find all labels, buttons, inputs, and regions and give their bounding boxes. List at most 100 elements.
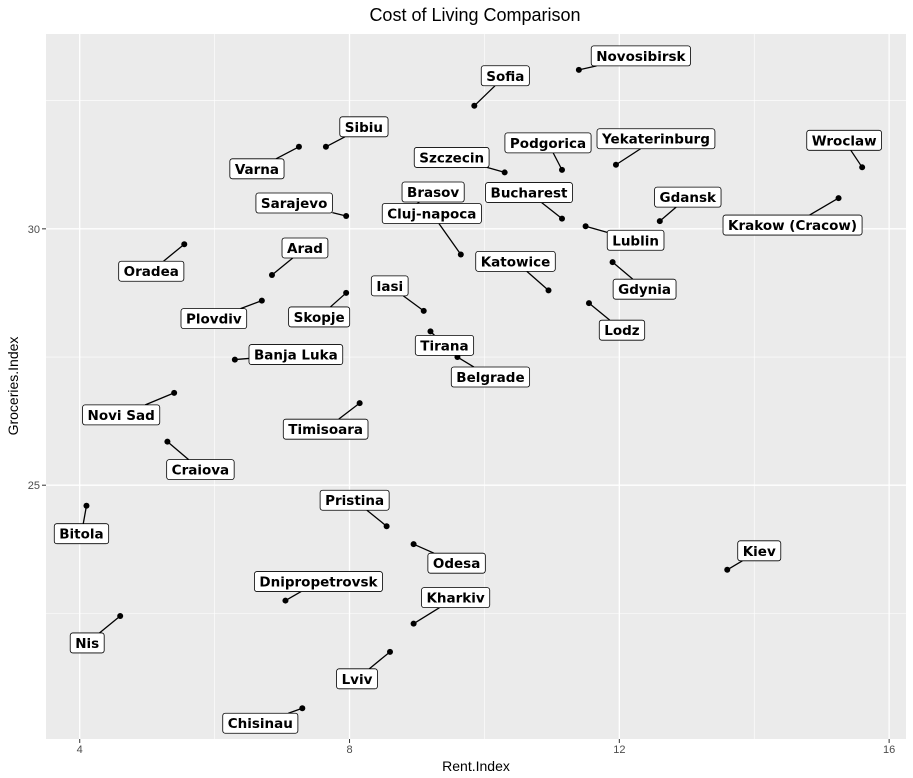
label-box-oradea [118, 260, 185, 282]
leader-podgorica [552, 152, 563, 171]
label-box-katowice [475, 250, 556, 272]
leader-plovdiv [240, 300, 263, 310]
label-text-szczecin: Szczecin [419, 150, 484, 166]
label-text-brasov: Brasov [407, 185, 459, 201]
label-skopje: Skopje [288, 292, 351, 328]
leader-tirana [430, 330, 435, 336]
label-bucharest: Bucharest [485, 182, 573, 220]
leader-odesa [413, 543, 435, 554]
label-box-gdansk [654, 186, 722, 208]
leader-wroclaw [850, 149, 863, 168]
label-box-pristina [319, 489, 390, 511]
label-belgrade: Belgrade [450, 356, 531, 388]
label-box-cluj-napoca [381, 203, 482, 224]
label-box-novosibirsk [590, 45, 691, 67]
leader-bucharest [541, 202, 563, 220]
label-oradea: Oradea [118, 243, 185, 282]
x-tick-label: 8 [346, 744, 352, 756]
label-text-varna: Varna [235, 162, 279, 178]
leader-sarajevo [332, 211, 347, 217]
label-box-belgrade [450, 366, 531, 388]
label-sibiu: Sibiu [325, 116, 389, 148]
label-box-craiova [166, 459, 235, 481]
label-kiev: Kiev [726, 540, 782, 571]
label-text-sarajevo: Sarajevo [261, 196, 327, 212]
label-text-sibiu: Sibiu [345, 120, 383, 136]
leader-oradea [163, 243, 185, 262]
label-box-lviv [336, 668, 378, 690]
label-text-cluj-napoca: Cluj-napoca [387, 206, 476, 222]
label-novi-sad: Novi Sad [82, 392, 175, 426]
label-box-nis [69, 632, 105, 654]
label-box-brasov [401, 181, 465, 203]
leader-craiova [166, 441, 190, 461]
label-tirana: Tirana [414, 330, 475, 356]
label-szczecin: Szczecin [413, 147, 505, 174]
label-text-krakow-cracow: Krakow (Cracow) [728, 218, 857, 234]
label-box-gdynia [612, 278, 677, 300]
leader-sibiu [325, 136, 346, 148]
x-tick-label: 4 [77, 744, 83, 756]
label-box-dnipropetrovsk [254, 571, 383, 592]
label-box-yekaterinburg [596, 128, 716, 150]
label-text-podgorica: Podgorica [510, 136, 586, 152]
label-yekaterinburg: Yekaterinburg [596, 128, 716, 166]
label-text-belgrade: Belgrade [456, 370, 524, 386]
label-text-pristina: Pristina [325, 493, 384, 509]
leader-belgrade [457, 356, 475, 368]
label-kharkiv: Kharkiv [413, 587, 491, 625]
label-box-iasi [370, 275, 409, 297]
label-gdansk: Gdansk [654, 186, 722, 222]
label-iasi: Iasi [370, 275, 425, 312]
label-box-tirana [414, 334, 475, 356]
label-box-sarajevo [255, 192, 333, 214]
label-box-lublin [606, 229, 665, 251]
label-box-krakow-cracow [722, 214, 863, 236]
label-cluj-napoca: Cluj-napoca [381, 203, 482, 255]
label-text-craiova: Craiova [172, 463, 230, 479]
label-box-varna [229, 158, 285, 180]
label-box-wroclaw [806, 129, 882, 151]
label-text-nis: Nis [75, 636, 99, 652]
label-brasov: Brasov [399, 181, 465, 217]
leader-gdansk [659, 206, 677, 222]
label-box-novi-sad [82, 404, 161, 426]
label-box-odesa [427, 552, 486, 574]
label-text-sofia: Sofia [486, 69, 524, 85]
leader-pristina [366, 509, 388, 527]
leader-cluj-napoca [438, 223, 462, 255]
y-tick-label: 25 [28, 480, 40, 492]
label-text-banja-luka: Banja Luka [254, 348, 338, 364]
label-dnipropetrovsk: Dnipropetrovsk [254, 571, 383, 602]
leader-lublin [585, 225, 608, 233]
label-text-oradea: Oradea [124, 264, 179, 280]
x-tick-label: 16 [883, 744, 895, 756]
label-text-iasi: Iasi [376, 279, 403, 295]
label-text-lodz: Lodz [604, 323, 640, 339]
leader-timisoara [338, 402, 361, 420]
label-arad: Arad [271, 237, 329, 276]
leader-chisinau [288, 707, 303, 714]
leader-lodz [588, 302, 611, 321]
label-box-arad [281, 237, 329, 259]
label-text-lviv: Lviv [342, 672, 373, 688]
label-text-gdansk: Gdansk [660, 190, 718, 206]
y-axis-title: Groceries.Index [5, 337, 21, 436]
label-text-bucharest: Bucharest [491, 186, 568, 202]
label-timisoara: Timisoara [282, 402, 369, 440]
label-text-novosibirsk: Novosibirsk [596, 49, 686, 65]
label-box-kiev [737, 540, 782, 562]
label-pristina: Pristina [319, 489, 390, 527]
label-banja-luka: Banja Luka [234, 344, 344, 365]
label-bitola: Bitola [53, 505, 110, 545]
chart-title: Cost of Living Comparison [369, 5, 580, 25]
label-text-novi-sad: Novi Sad [88, 408, 155, 424]
label-box-podgorica [504, 132, 592, 154]
label-podgorica: Podgorica [504, 132, 592, 171]
label-text-kiev: Kiev [743, 544, 776, 560]
label-box-bucharest [485, 182, 573, 203]
label-box-plovdiv [180, 308, 248, 330]
leader-nis [99, 615, 121, 634]
leader-gdynia [612, 261, 634, 280]
